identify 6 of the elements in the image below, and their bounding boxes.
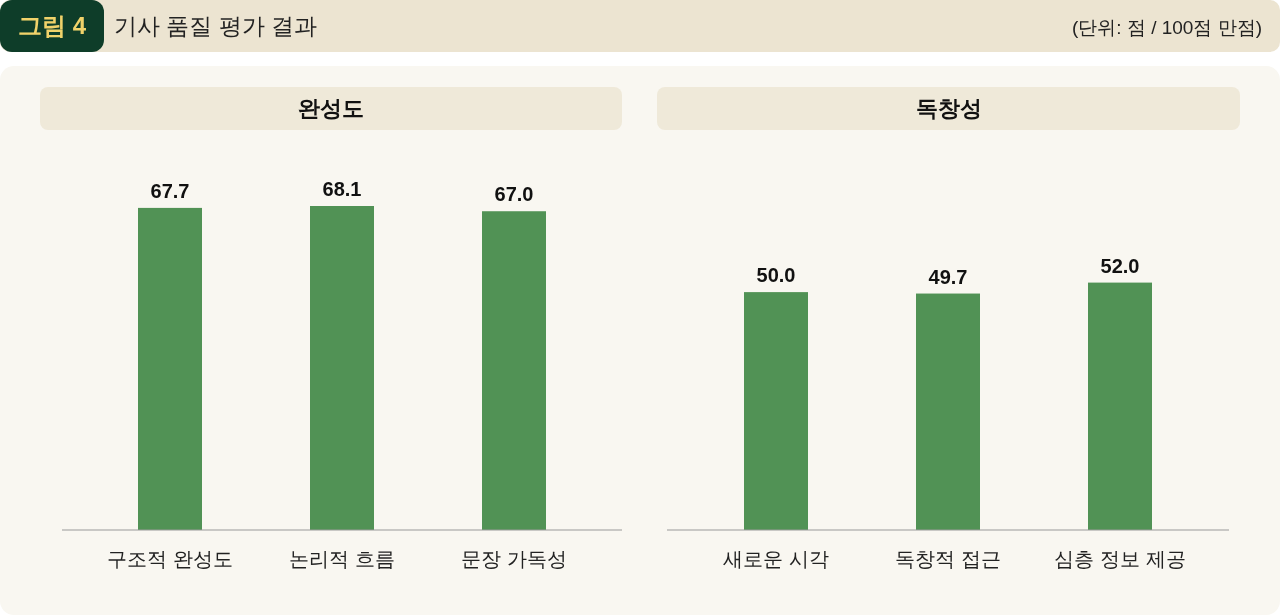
annotation: 그림 4 [0,0,104,52]
caption: 그림 4 [17,12,87,39]
title: 완성도 [298,96,364,121]
annotation: (단위: 점 / 100점 만점) [1071,17,1262,38]
title: 독창성 [915,96,982,121]
annotation: 기사 품질 평가 결과 [114,13,318,39]
